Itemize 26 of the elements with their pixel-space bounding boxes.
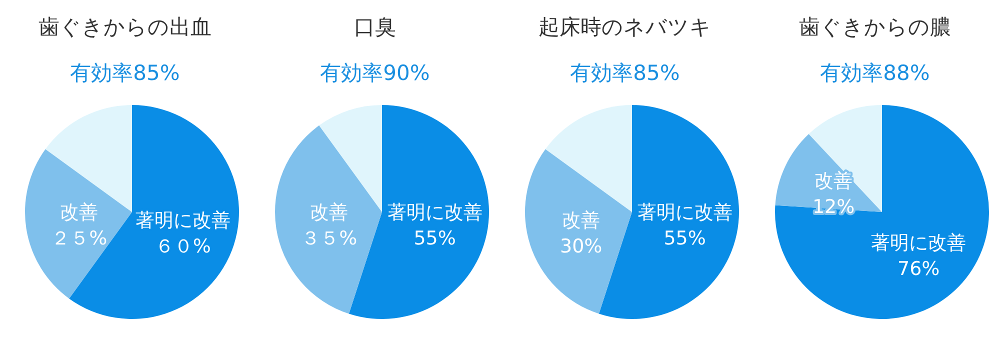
data-label: ３５%: [301, 227, 358, 250]
slice-label: 改善: [60, 201, 98, 224]
slice-label: 著明に改善: [135, 210, 230, 232]
data-label: ２５%: [51, 227, 108, 250]
pie-slice: [808, 105, 882, 212]
slice-label: 著明に改善: [871, 232, 966, 254]
slice-label: 改善: [562, 210, 600, 232]
chart-subtitle: 有効率85%: [70, 61, 180, 85]
slice-label: 著明に改善: [387, 201, 482, 224]
data-label: 76%: [898, 258, 940, 280]
data-label: ６０%: [154, 236, 211, 258]
slice-label: 改善: [814, 170, 853, 192]
chart-title: 起床時のネバツキ: [538, 15, 712, 39]
data-label: 30%: [560, 236, 602, 258]
pie-slice: [775, 105, 989, 319]
chart-title: 歯ぐきからの膿: [799, 15, 951, 39]
chart-subtitle: 有効率90%: [320, 61, 430, 85]
pie-slice: [545, 105, 632, 212]
slice-label: 改善: [310, 201, 348, 224]
data-label: 55%: [414, 227, 456, 250]
data-label: 55%: [664, 227, 706, 250]
chart-subtitle: 有効率88%: [820, 61, 930, 85]
chart-title: 歯ぐきからの出血: [38, 15, 212, 39]
chart-subtitle: 有効率85%: [570, 61, 680, 85]
slice-label: 著明に改善: [637, 201, 732, 224]
chart-title: 口臭: [354, 15, 396, 39]
